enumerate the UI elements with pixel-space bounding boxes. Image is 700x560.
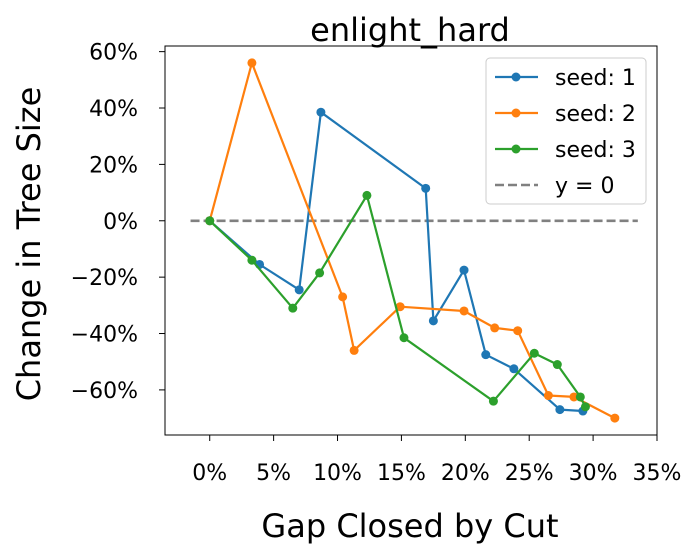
data-point: [580, 402, 590, 412]
y-tick-label: 0%: [103, 210, 138, 235]
data-point: [294, 285, 304, 295]
legend-marker: [511, 144, 521, 154]
data-point: [529, 348, 539, 358]
y-axis: 60% 40% 20% 0% −20% −40% −60%: [71, 41, 165, 404]
data-point: [481, 350, 491, 360]
legend-label: seed: 1: [555, 66, 636, 91]
legend-entry: seed: 2: [495, 102, 636, 127]
data-point: [349, 345, 359, 355]
legend-label: seed: 3: [555, 138, 636, 163]
data-point: [316, 107, 326, 117]
legend-entry: seed: 3: [495, 138, 636, 163]
plot-area: [164, 45, 658, 436]
data-point: [488, 396, 498, 406]
data-point: [610, 413, 620, 423]
plot-frame: [164, 45, 658, 436]
data-point: [288, 303, 298, 313]
legend-label: seed: 2: [555, 102, 636, 127]
data-point: [552, 360, 562, 370]
x-tick-label: 0%: [192, 461, 227, 486]
y-tick-label: 60%: [89, 41, 138, 66]
x-tick-label: 30%: [569, 461, 618, 486]
y-tick-label: −40%: [71, 323, 138, 348]
data-point: [513, 326, 523, 336]
data-point: [459, 306, 469, 316]
data-point: [490, 323, 500, 333]
y-tick-label: 20%: [89, 153, 138, 178]
y-tick-label: −60%: [71, 379, 138, 404]
legend-marker: [511, 108, 521, 118]
legend: seed: 1 seed: 2 seed: 3 y = 0: [485, 57, 647, 205]
data-point: [247, 58, 257, 68]
series-line: [208, 194, 587, 408]
x-tick-label: 35%: [633, 461, 682, 486]
x-axis-label: Gap Closed by Cut: [261, 507, 558, 545]
x-tick-label: 20%: [441, 461, 490, 486]
data-point: [543, 391, 553, 401]
data-point: [205, 216, 215, 226]
legend-frame: [485, 57, 647, 205]
series-1: [205, 107, 588, 416]
data-point: [428, 316, 438, 326]
x-axis: 0% 5% 10% 15% 20% 25% 30% 35%: [192, 435, 681, 486]
data-point: [247, 255, 257, 265]
legend-entry: seed: 1: [495, 66, 636, 91]
x-tick-label: 25%: [505, 461, 554, 486]
y-tick-label: −20%: [71, 266, 138, 291]
data-point: [338, 292, 348, 302]
legend-marker: [511, 72, 521, 82]
data-point: [362, 190, 372, 200]
data-point: [459, 265, 469, 275]
data-point: [395, 302, 405, 312]
x-tick-label: 5%: [256, 461, 291, 486]
legend-entry: y = 0: [495, 174, 614, 199]
data-point: [399, 333, 409, 343]
x-tick-label: 10%: [313, 461, 362, 486]
data-point: [569, 392, 579, 402]
data-point: [509, 364, 519, 374]
data-point: [555, 405, 565, 415]
legend-label: y = 0: [555, 174, 614, 199]
y-axis-label: Change in Tree Size: [10, 87, 48, 402]
x-tick-label: 15%: [377, 461, 426, 486]
y-tick-label: 40%: [89, 97, 138, 122]
series-3: [205, 190, 590, 412]
data-point: [575, 392, 585, 402]
data-point: [315, 268, 325, 278]
data-point: [421, 183, 431, 193]
chart-title: enlight_hard: [310, 11, 510, 49]
